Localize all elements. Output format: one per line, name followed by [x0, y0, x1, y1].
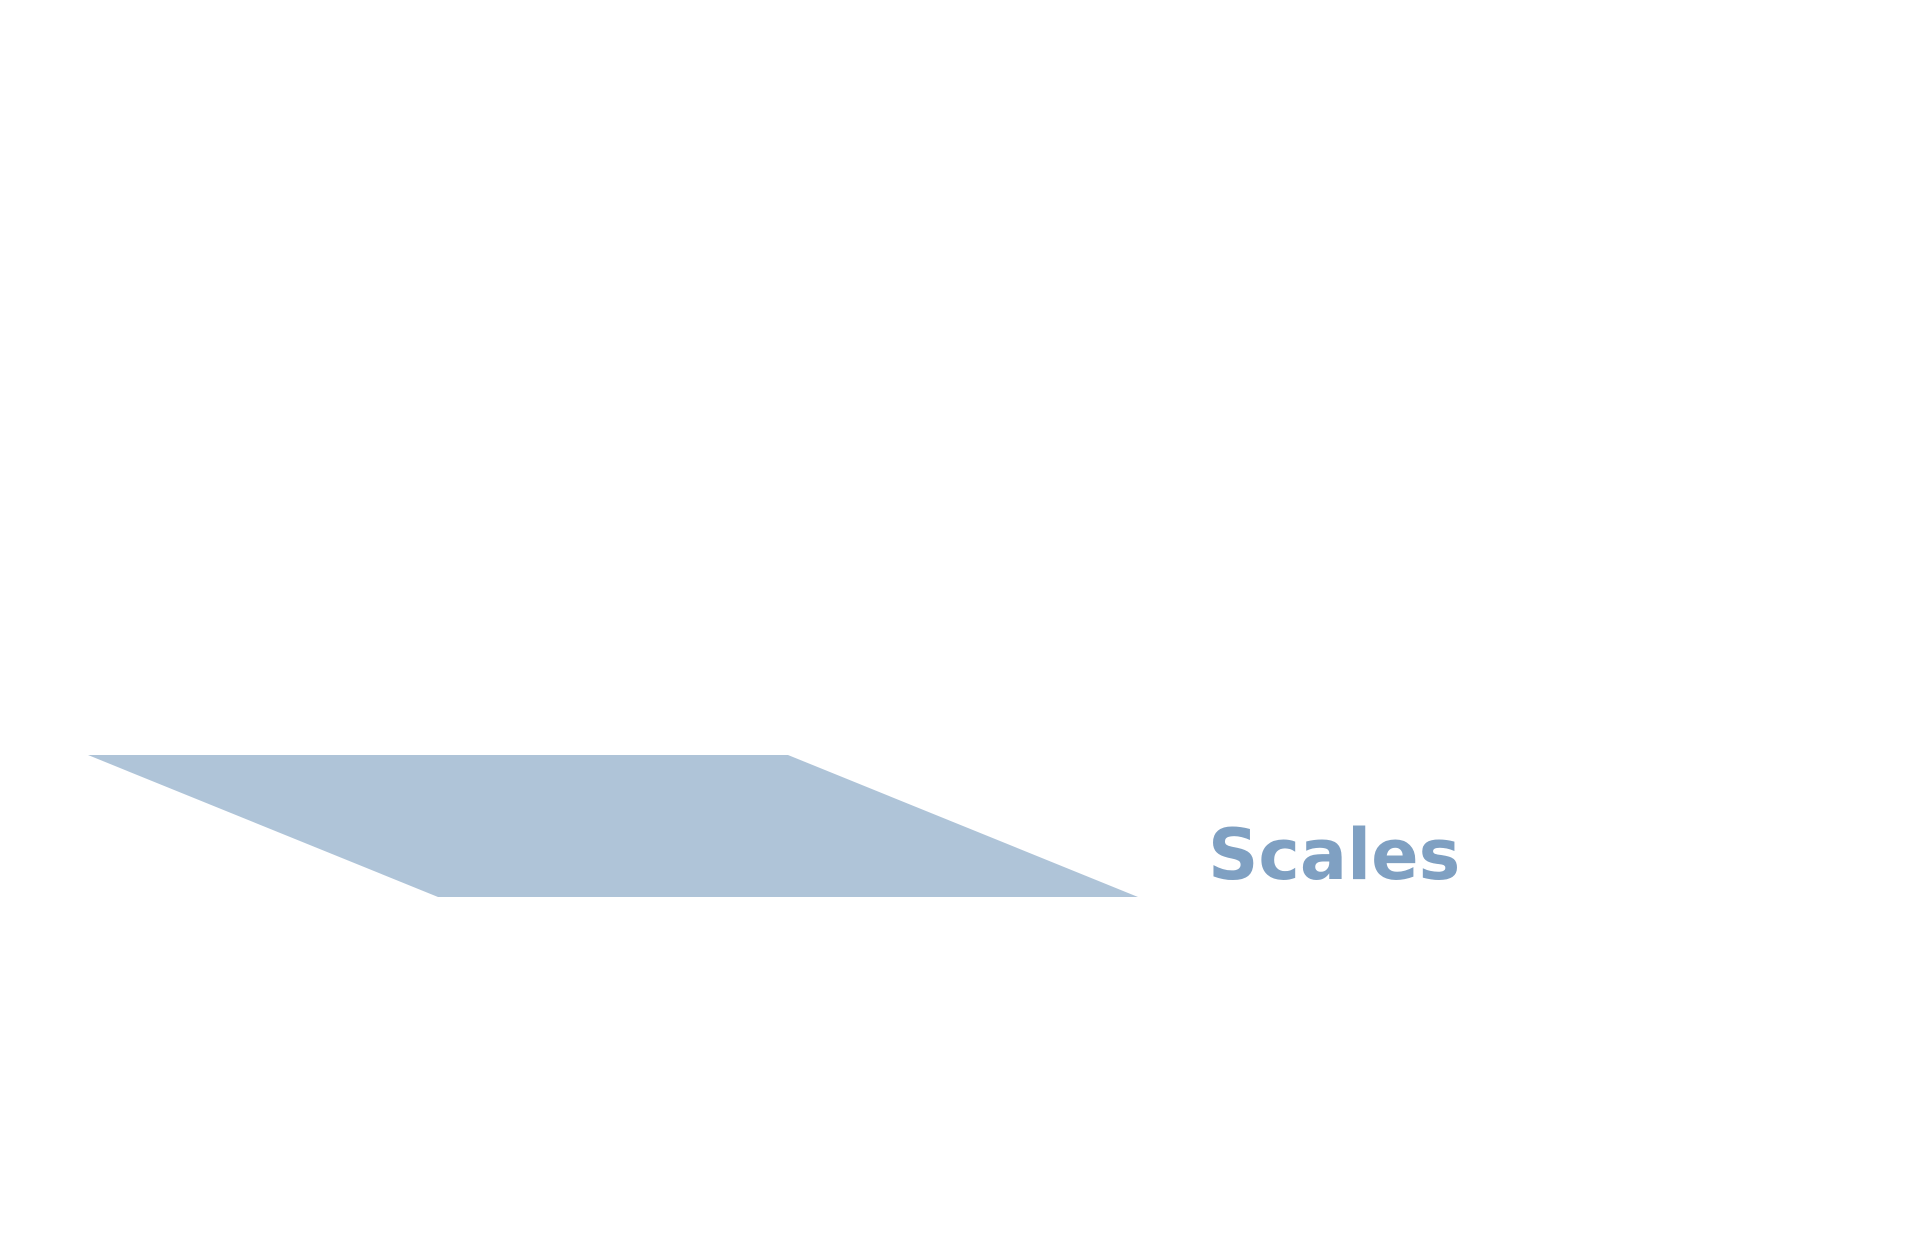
parallelogram-shape	[88, 755, 1138, 897]
scales-label: Scales	[1208, 814, 1461, 896]
